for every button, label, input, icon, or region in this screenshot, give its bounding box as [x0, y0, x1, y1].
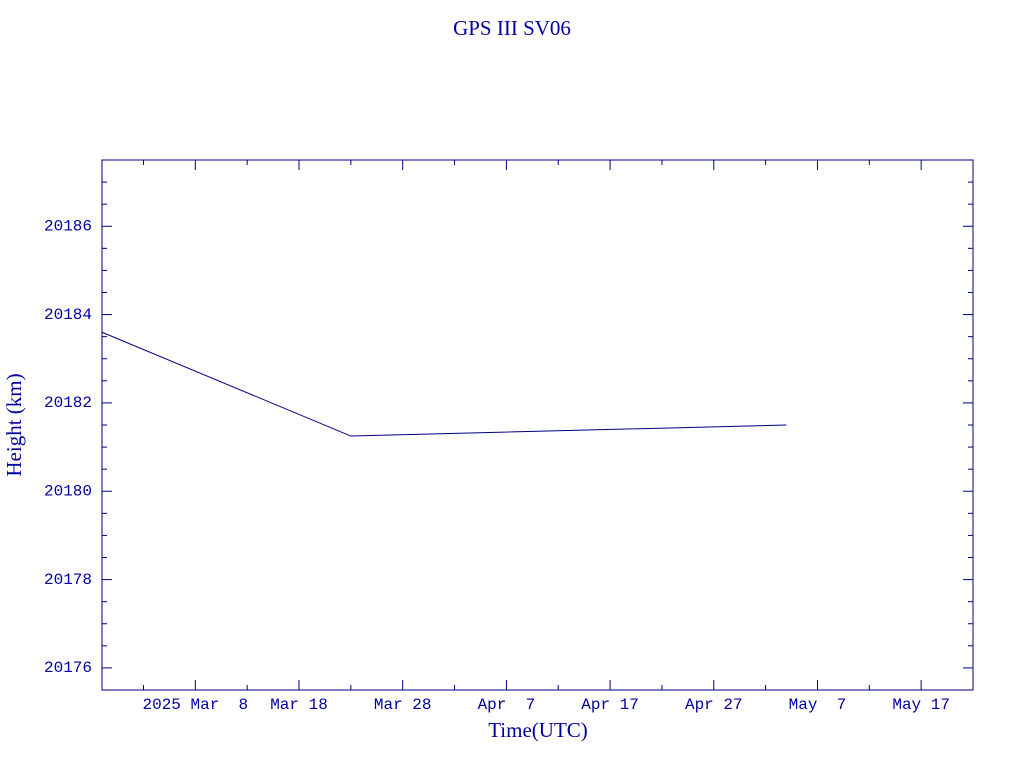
y-tick-label: 20180: [44, 482, 92, 500]
y-tick-label: 20182: [44, 394, 92, 412]
x-axis-label: Time(UTC): [488, 718, 588, 742]
chart-title: GPS III SV06: [453, 16, 571, 40]
y-tick-label: 20184: [44, 306, 92, 324]
plot-frame: [101, 159, 974, 691]
x-tick-label: Apr 7: [478, 696, 536, 714]
y-axis-label: Height (km): [2, 373, 26, 476]
y-tick-label: 20176: [44, 659, 92, 677]
x-tick-label: 2025 Mar 8: [143, 696, 249, 714]
x-tick-label: May 17: [892, 696, 950, 714]
x-tick-label: Apr 17: [581, 696, 639, 714]
y-tick-label: 20186: [44, 217, 92, 235]
x-tick-label: Mar 28: [374, 696, 432, 714]
x-tick-label: May 7: [789, 696, 847, 714]
data-line: [101, 331, 787, 437]
x-tick-label: Mar 18: [270, 696, 328, 714]
y-tick-label: 20178: [44, 571, 92, 589]
x-tick-label: Apr 27: [685, 696, 743, 714]
